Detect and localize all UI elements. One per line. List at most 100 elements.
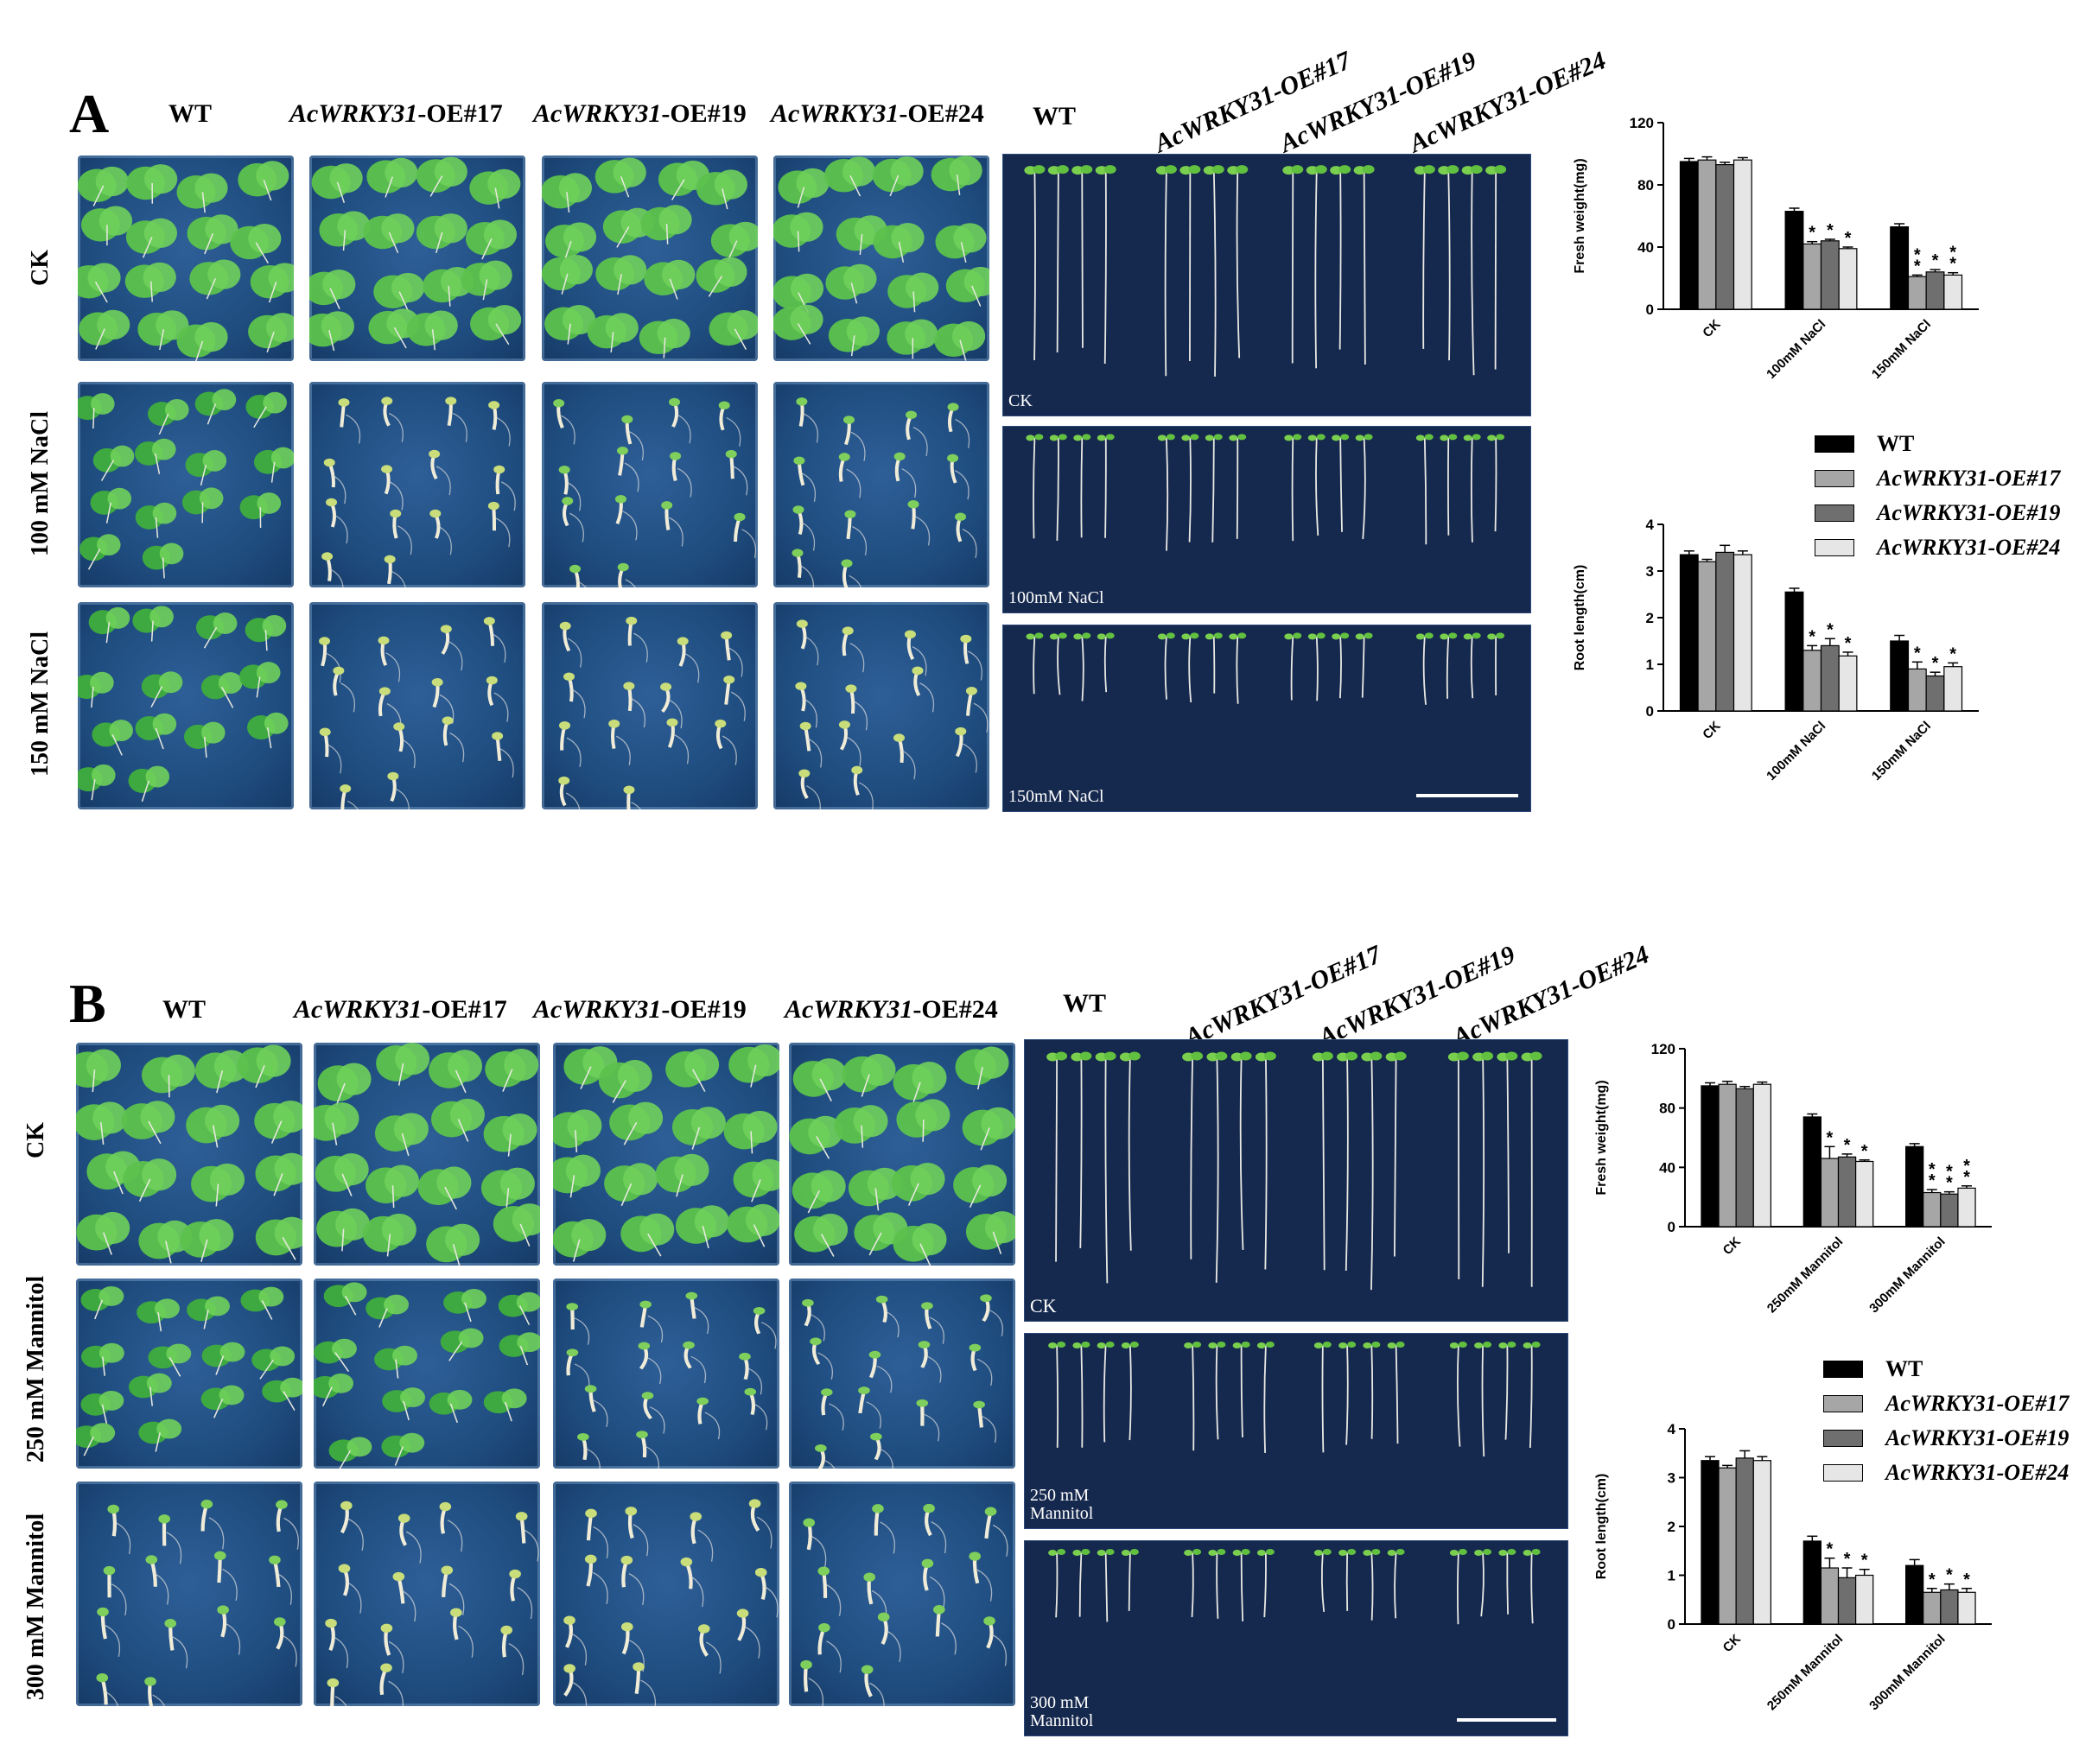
bar [1802, 243, 1822, 310]
bar [1679, 161, 1699, 310]
bar [1890, 226, 1910, 310]
x-tick-label: 100mM NaCl [1764, 317, 1828, 382]
significance-mark: * [1963, 1168, 1970, 1187]
bar [1820, 1567, 1840, 1625]
significance-mark: * [1963, 1570, 1970, 1590]
significance-mark: * [1845, 229, 1852, 248]
bar [1752, 1460, 1772, 1625]
bar [1701, 1085, 1720, 1228]
x-tick-label: CK [1720, 1234, 1744, 1258]
bar [1837, 1577, 1857, 1625]
legend: WT AcWRKY31-OE#17 AcWRKY31-OE#19 AcWRKY3… [1815, 427, 2060, 565]
bar [1715, 163, 1735, 310]
bar [1732, 159, 1752, 310]
bar [1718, 1467, 1737, 1625]
legend-swatch-oe19 [1823, 1430, 1863, 1447]
y-tick-label: 3 [1668, 1470, 1675, 1487]
y-tick-label: 0 [1668, 1616, 1675, 1633]
legend: WT AcWRKY31-OE#17 AcWRKY31-OE#19 AcWRKY3… [1823, 1352, 2069, 1490]
significance-mark: * [1932, 251, 1939, 270]
seedling-plate-photo [553, 1279, 779, 1469]
panel-label: A [69, 83, 110, 144]
bar [1732, 554, 1752, 712]
bar [1905, 1145, 1924, 1228]
x-tick-label: 150mM NaCl [1869, 719, 1934, 784]
legend-swatch-oe17 [1823, 1395, 1863, 1412]
bar [1838, 248, 1858, 310]
root-length-chart: Root length(cm) 0 1 2 3 4 CK * * * 250mM Mannitol *… [1594, 1421, 1992, 1714]
strip-label: 250 mM Mannitol [1030, 1486, 1094, 1523]
bar [1718, 1083, 1737, 1228]
x-tick-label: 250mM Mannitol [1764, 1632, 1847, 1714]
bar [1820, 1158, 1840, 1228]
significance-mark: * [1949, 244, 1956, 263]
root-strip-100mm-nacl: 100mM NaCl [1002, 426, 1531, 613]
row-label-150mm-nacl: 150 mM NaCl [27, 631, 54, 777]
seedling-plate-photo [76, 1482, 302, 1706]
x-tick-label: 300mM Mannitol [1866, 1632, 1949, 1714]
legend-swatch-wt [1815, 435, 1854, 453]
y-tick-label: 1 [1646, 657, 1654, 673]
legend-label-oe19: AcWRKY31-OE#19 [1877, 500, 2061, 525]
legend-swatch-oe24 [1815, 539, 1854, 556]
legend-label-oe19: AcWRKY31-OE#19 [1885, 1425, 2069, 1450]
bar [1943, 666, 1963, 712]
strip-label: 150mM NaCl [1008, 787, 1104, 806]
x-tick-label: 150mM NaCl [1869, 317, 1934, 382]
seedling-plate-photo [314, 1279, 540, 1469]
seedling-plate-photo [309, 155, 525, 361]
photo-header-oe19: AcWRKY31-OE#19 [533, 99, 747, 128]
significance-mark: * [1932, 654, 1939, 673]
bar [1943, 274, 1963, 310]
strip-label: CK [1030, 1294, 1057, 1317]
significance-mark: * [1929, 1160, 1936, 1179]
panel-label: B [69, 973, 106, 1034]
y-tick-label: 4 [1668, 1421, 1676, 1437]
y-tick-label: 120 [1630, 115, 1654, 131]
significance-mark: * [1827, 620, 1834, 639]
bar [1940, 1193, 1959, 1228]
significance-mark: * [1809, 627, 1815, 646]
bar [1715, 551, 1735, 712]
legend-swatch-oe24 [1823, 1464, 1863, 1482]
bar [1784, 210, 1804, 310]
bar [1820, 240, 1840, 310]
x-tick-label: 100mM NaCl [1764, 719, 1828, 784]
row-label-250mm-mannitol: 250 mM Mannitol [22, 1275, 49, 1463]
bar [1784, 591, 1804, 712]
panel-b: B WT AcWRKY31-OE#17 AcWRKY31-OE#19 AcWRK… [0, 864, 2079, 1764]
significance-mark: * [1949, 255, 1956, 274]
bar [1838, 655, 1858, 712]
y-tick-label: 40 [1637, 239, 1654, 256]
legend-label-oe24: AcWRKY31-OE#24 [1885, 1460, 2069, 1485]
legend-label-oe24: AcWRKY31-OE#24 [1877, 535, 2061, 560]
photo-header-oe17: AcWRKY31-OE#17 [289, 99, 503, 128]
seedling-plate-photo [78, 155, 294, 361]
seedling-plate-photo [309, 602, 525, 809]
bar [1905, 1564, 1924, 1625]
seedling-plate-photo [789, 1279, 1015, 1469]
y-tick-label: 2 [1668, 1519, 1675, 1535]
significance-mark: * [1929, 1570, 1936, 1590]
significance-mark: * [1861, 1142, 1868, 1161]
y-tick-label: 0 [1668, 1219, 1675, 1235]
seedling-plate-photo [773, 382, 989, 587]
bar [1837, 1156, 1857, 1228]
strip-label: 100mM NaCl [1008, 588, 1104, 607]
significance-mark: * [1914, 644, 1921, 663]
seedling-plate-photo [789, 1482, 1015, 1706]
photo-header-oe24: AcWRKY31-OE#24 [785, 995, 998, 1024]
bar [1735, 1088, 1754, 1228]
scale-bar [1457, 1718, 1556, 1722]
significance-mark: * [1827, 221, 1834, 240]
y-axis-label: Fresh weight(mg) [1573, 158, 1587, 273]
x-tick-label: 250mM Mannitol [1764, 1234, 1847, 1317]
seedling-plate-photo [773, 155, 989, 361]
bar [1907, 668, 1927, 712]
seedling-plate-photo [309, 382, 525, 587]
seedling-plate-photo [76, 1043, 302, 1266]
root-strip-250mm-mannitol: 250 mM Mannitol [1024, 1333, 1568, 1529]
y-axis-label: Fresh weight(mg) [1594, 1080, 1609, 1195]
bar [1802, 1116, 1822, 1228]
